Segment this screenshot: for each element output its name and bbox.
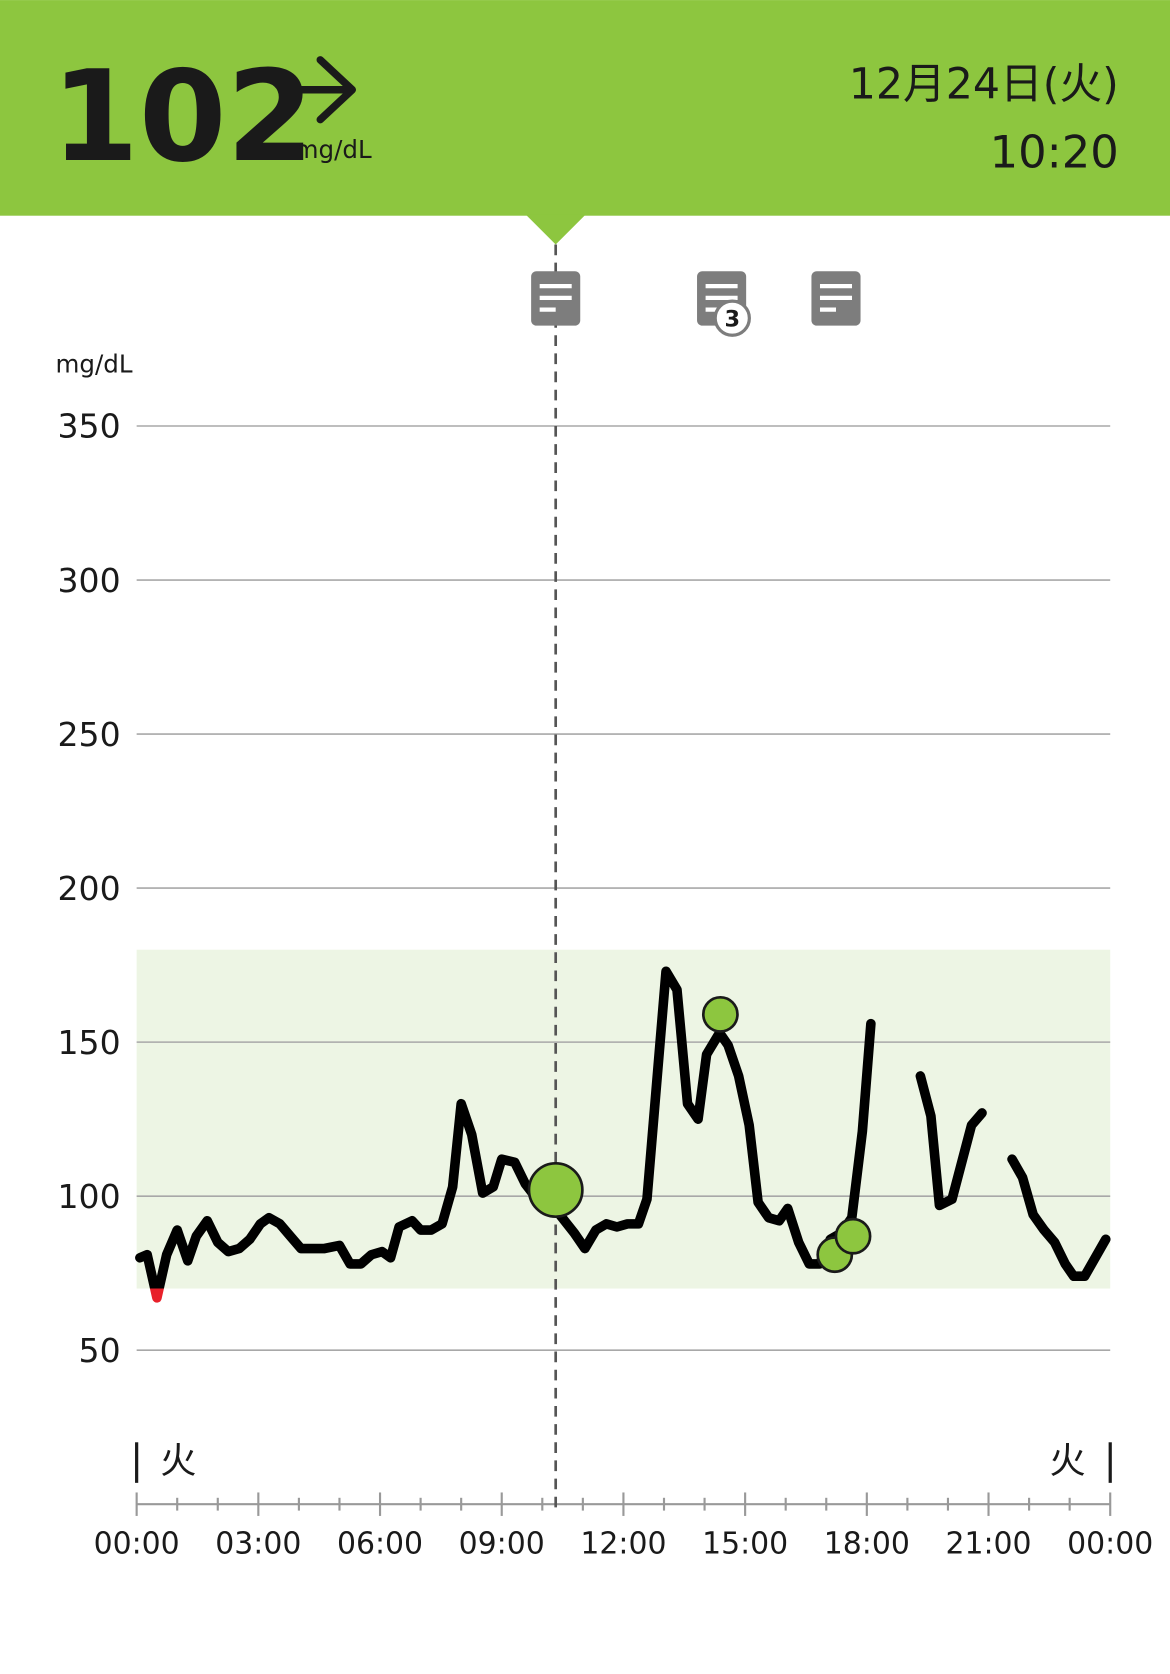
note-icon[interactable] [811,271,861,326]
day-label: 火 [160,1439,196,1482]
trend-arrow [282,56,357,124]
note-badge [713,299,751,337]
y-tick-label: 300 [57,561,120,600]
note-count: 3 [724,307,740,333]
date: 12月24日(火) [849,59,1119,109]
x-tick-label: 18:00 [824,1526,910,1561]
x-tick-label: 12:00 [580,1526,666,1561]
x-tick-label: 15:00 [702,1526,788,1561]
glucose-value: 102 [51,43,314,190]
x-tick-label: 03:00 [215,1526,301,1561]
glucose-line [135,966,876,1289]
time: 10:20 [990,126,1119,179]
y-tick-label: 150 [57,1023,120,1062]
reading-dot [701,995,739,1033]
y-tick-label: 200 [57,869,120,908]
glucose-line [915,1071,987,1211]
reading-dot [527,1161,584,1219]
glucose-unit: mg/dL [295,135,372,164]
glucose-line [1007,1154,1111,1282]
target-range [136,949,1111,1289]
y-tick-label: 50 [79,1331,121,1370]
x-tick-label: 09:00 [459,1526,545,1561]
y-axis-label: mg/dL [56,350,133,379]
x-tick-label: 21:00 [945,1526,1031,1561]
reading-dot [834,1217,872,1255]
x-tick-label: 00:00 [1067,1526,1153,1561]
x-tick-label: 06:00 [337,1526,423,1561]
y-tick-label: 250 [57,715,120,754]
x-tick-label: 00:00 [94,1526,180,1561]
y-tick-label: 350 [57,407,120,446]
note-icon[interactable] [531,271,581,326]
note-icon[interactable]: 3 [697,271,751,337]
y-tick-label: 100 [57,1177,120,1216]
header-bar [0,0,1170,216]
day-label: 火 [1049,1439,1085,1482]
header-pointer [525,214,586,245]
